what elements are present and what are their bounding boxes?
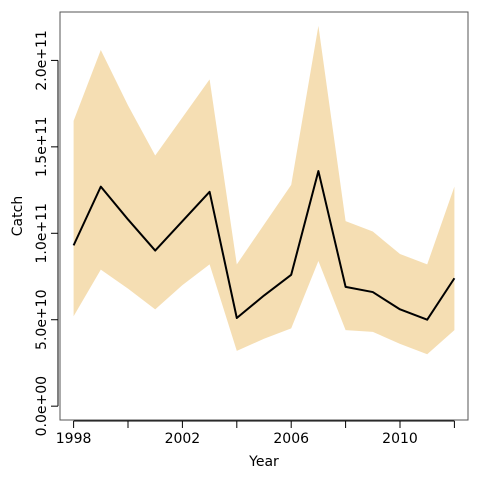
y-axis: 0.0e+00 5.0e+10 1.0e+11 1.5e+11 2.0e+11 <box>34 30 59 436</box>
y-axis-title: Catch <box>10 196 26 236</box>
estimate-line-layer <box>72 170 456 321</box>
x-tick-label: 2006 <box>273 431 309 447</box>
y-tick-label: 5.0e+10 <box>34 290 50 350</box>
x-tick-label: 2010 <box>382 431 418 447</box>
y-tick-label: 2.0e+11 <box>34 30 50 90</box>
x-axis: 1998 2002 2006 2010 <box>56 420 455 447</box>
y-tick-label: 0.0e+00 <box>34 376 50 436</box>
x-axis-title: Year <box>248 454 279 470</box>
plot-frame <box>59 11 469 421</box>
x-tick-label: 1998 <box>56 431 92 447</box>
confidence-band-layer <box>73 25 455 355</box>
y-tick-label: 1.5e+11 <box>34 117 50 177</box>
x-tick-label: 2002 <box>165 431 201 447</box>
estimate-line <box>72 170 456 321</box>
y-tick-label: 1.0e+11 <box>34 203 50 263</box>
confidence-band <box>73 25 455 355</box>
